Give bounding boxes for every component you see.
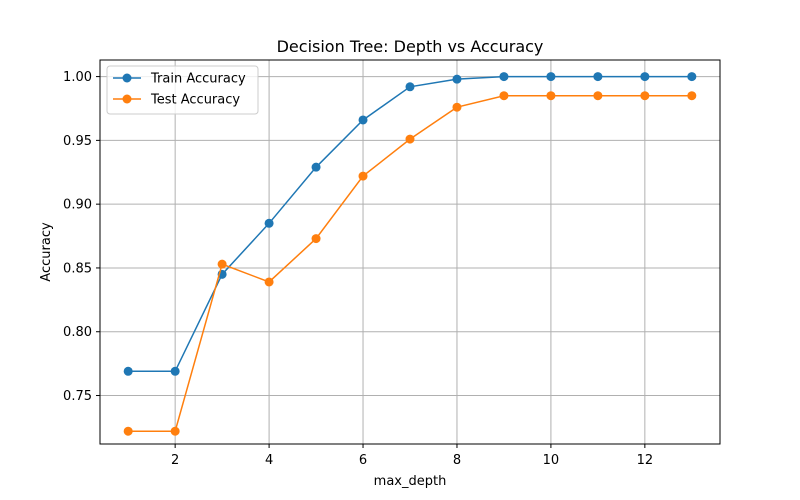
data-point-test (499, 91, 509, 101)
x-tick-label: 10 (543, 453, 560, 468)
data-point-train (264, 218, 274, 228)
legend-label-test: Test Accuracy (150, 93, 240, 108)
data-point-test (358, 171, 368, 181)
x-tick-label: 8 (453, 453, 461, 468)
y-tick-label: 0.75 (63, 389, 92, 404)
legend-marker-test (122, 94, 132, 104)
x-tick-label: 2 (171, 453, 179, 468)
data-point-test (405, 134, 415, 144)
y-tick-label: 0.80 (63, 325, 92, 340)
data-point-train (311, 162, 321, 172)
data-point-train (358, 115, 368, 125)
y-tick-label: 0.95 (63, 134, 92, 149)
series-group (123, 72, 697, 436)
x-tick-label: 6 (359, 453, 367, 468)
data-point-test (123, 426, 133, 436)
data-point-train (452, 74, 462, 84)
y-tick-label: 1.00 (63, 70, 92, 85)
data-point-test (593, 91, 603, 101)
data-point-train (546, 72, 556, 82)
data-point-test (546, 91, 556, 101)
y-tick-label: 0.85 (63, 261, 92, 276)
y-axis-label: Accuracy (39, 222, 54, 282)
data-point-test (264, 277, 274, 287)
data-point-train (499, 72, 509, 82)
legend-label-train: Train Accuracy (150, 72, 246, 87)
x-axis-ticks: 2 4 6 8 10 12 (171, 444, 653, 468)
data-point-train (405, 82, 415, 92)
data-point-train (640, 72, 650, 82)
legend-marker-train (122, 73, 132, 83)
data-point-test (452, 102, 462, 112)
data-point-train (123, 366, 133, 376)
y-axis-ticks: 0.75 0.80 0.85 0.90 0.95 1.00 (63, 70, 100, 404)
data-point-test (640, 91, 650, 101)
data-point-test (217, 259, 227, 269)
y-tick-label: 0.90 (63, 198, 92, 213)
x-tick-label: 4 (265, 453, 273, 468)
data-point-test (311, 234, 321, 244)
legend: Train Accuracy Test Accuracy (106, 65, 259, 115)
plot-frame (99, 59, 721, 445)
data-point-train (687, 72, 697, 82)
x-axis-label: max_depth (374, 474, 447, 489)
data-point-test (687, 91, 697, 101)
legend-box (106, 65, 259, 115)
data-point-test (170, 426, 180, 436)
data-point-train (593, 72, 603, 82)
x-tick-label: 12 (637, 453, 654, 468)
chart-title: Decision Tree: Depth vs Accuracy (277, 37, 544, 56)
data-point-train (170, 366, 180, 376)
